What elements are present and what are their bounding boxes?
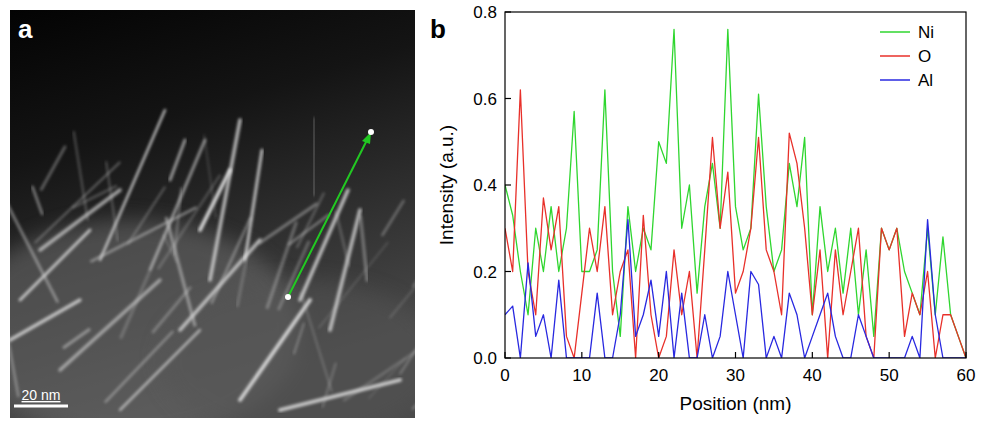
x-tick-label: 20 [649, 366, 668, 385]
fiber [412, 360, 415, 410]
y-tick-label: 0.2 [473, 263, 497, 282]
y-axis-title: Intensity (a.u.) [436, 125, 457, 245]
fiber [74, 131, 88, 221]
fiber [128, 187, 165, 245]
legend-label: Al [918, 71, 933, 90]
x-tick-label: 0 [500, 366, 509, 385]
legend-swatch [880, 55, 910, 57]
fiber [150, 140, 205, 270]
fiber [204, 135, 216, 218]
fiber [10, 282, 18, 397]
fiber [10, 203, 58, 303]
fiber [90, 207, 196, 262]
fiber [267, 222, 297, 309]
x-tick-label: 30 [726, 366, 745, 385]
x-tick [735, 352, 736, 358]
scan-end [368, 129, 374, 135]
scale-bar-label: 20 nm [22, 387, 61, 403]
fiber [32, 186, 42, 215]
fiber [152, 287, 191, 333]
y-tick [505, 11, 511, 12]
panel-label: b [430, 14, 446, 44]
x-tick-label: 40 [803, 366, 822, 385]
x-axis-title: Position (nm) [680, 393, 792, 414]
fiber [336, 211, 349, 266]
y-tick [505, 98, 511, 99]
x-tick-label: 10 [572, 366, 591, 385]
fiber [413, 205, 415, 287]
fiber [382, 200, 404, 236]
fiber [322, 363, 336, 408]
fiber [278, 241, 309, 310]
series-line [505, 90, 966, 358]
scan-start [285, 294, 291, 300]
fiber [170, 140, 185, 180]
fiber [20, 230, 90, 300]
legend-swatch [880, 79, 910, 81]
fiber [121, 272, 150, 339]
legend-label: O [918, 47, 931, 66]
fiber [105, 331, 173, 402]
fiber [100, 110, 165, 260]
fiber [63, 329, 90, 348]
legend-swatch [880, 31, 910, 33]
fiber [294, 323, 304, 354]
y-tick [505, 357, 511, 358]
fiber [301, 293, 332, 392]
legend-label: Ni [918, 23, 934, 42]
y-tick-label: 0.0 [473, 349, 497, 368]
y-tick [505, 271, 511, 272]
fiber [237, 261, 246, 307]
haze [160, 280, 415, 418]
x-tick-label: 50 [880, 366, 899, 385]
legend: Ni O Al [880, 23, 934, 90]
fiber [343, 349, 415, 400]
x-tick [658, 352, 659, 358]
fiber [120, 330, 200, 410]
fiber [400, 306, 415, 374]
x-tick [889, 352, 890, 358]
micrograph: 20 nm [10, 10, 415, 418]
fiber [174, 187, 181, 255]
fiber [60, 280, 160, 370]
fiber [10, 300, 80, 340]
y-tick-label: 0.8 [473, 3, 497, 22]
x-tick [965, 352, 966, 358]
fiber [164, 235, 178, 262]
x-tick [504, 352, 505, 358]
x-tick-label: 60 [957, 366, 976, 385]
fiber [390, 234, 415, 318]
x-tick [581, 352, 582, 358]
fiber [319, 242, 389, 328]
figure: 20 nm a b 0 10 20 30 40 50 60 0.0 0.2 0.4 0.6 0.8 Posit… [0, 0, 984, 431]
fiber [288, 214, 329, 245]
fiber [313, 117, 315, 196]
x-tick [812, 352, 813, 358]
y-tick-label: 0.4 [473, 176, 497, 195]
fiber [240, 300, 310, 400]
y-tick-label: 0.6 [473, 90, 497, 109]
series-group [505, 29, 966, 358]
fiber [35, 162, 120, 243]
scan-line [288, 140, 367, 297]
panel-label: a [18, 14, 33, 44]
fiber [330, 210, 360, 330]
scale-bar [14, 405, 68, 408]
series-line [505, 220, 966, 358]
series-line [505, 29, 966, 358]
y-tick [505, 184, 511, 185]
fiber [211, 217, 250, 303]
fiber [41, 146, 66, 191]
plot-frame [505, 12, 966, 358]
fiber [297, 193, 324, 248]
